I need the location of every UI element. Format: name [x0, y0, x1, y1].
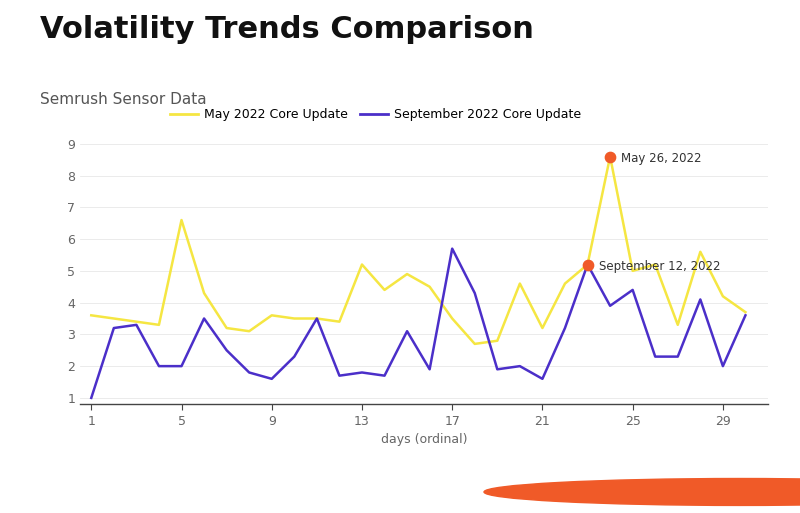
- Text: May 26, 2022: May 26, 2022: [622, 152, 702, 165]
- Point: [604, 152, 617, 161]
- Legend: May 2022 Core Update, September 2022 Core Update: May 2022 Core Update, September 2022 Cor…: [166, 103, 586, 126]
- Text: semrush.com: semrush.com: [12, 485, 97, 499]
- Circle shape: [484, 479, 800, 505]
- Text: Semrush Sensor Data: Semrush Sensor Data: [40, 92, 206, 107]
- Point: [581, 261, 594, 269]
- X-axis label: days (ordinal): days (ordinal): [381, 433, 467, 446]
- Text: Volatility Trends Comparison: Volatility Trends Comparison: [40, 15, 534, 45]
- Text: September 12, 2022: September 12, 2022: [599, 260, 720, 272]
- Text: SEMRUSH: SEMRUSH: [689, 483, 788, 501]
